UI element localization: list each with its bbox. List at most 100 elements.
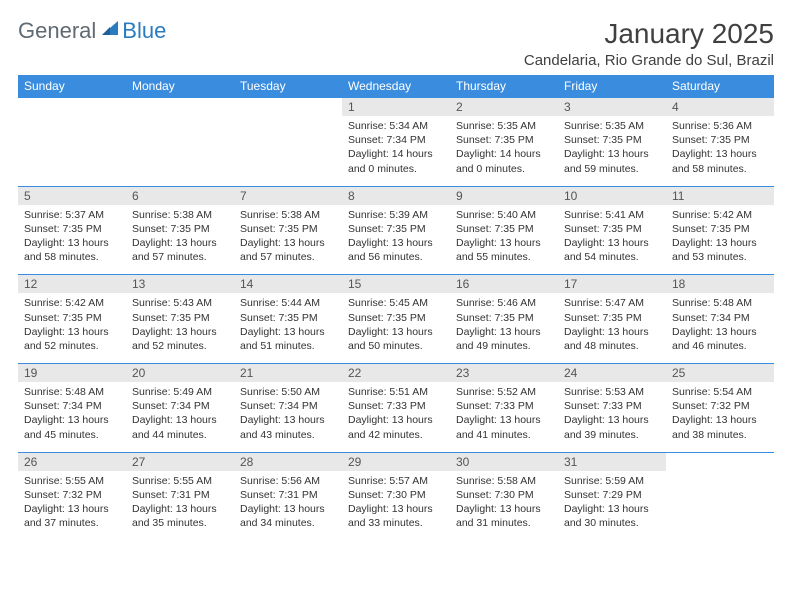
sunrise: Sunrise: 5:38 AM <box>132 208 228 222</box>
header: General Blue January 2025 Candelaria, Ri… <box>18 18 774 69</box>
sunset: Sunset: 7:35 PM <box>24 222 120 236</box>
sunset: Sunset: 7:33 PM <box>564 399 660 413</box>
day-number: 5 <box>18 186 126 205</box>
sunset: Sunset: 7:33 PM <box>348 399 444 413</box>
empty-cell <box>666 452 774 471</box>
day-cell: Sunrise: 5:49 AMSunset: 7:34 PMDaylight:… <box>126 382 234 452</box>
sunrise: Sunrise: 5:34 AM <box>348 119 444 133</box>
daylight: Daylight: 13 hours <box>24 236 120 250</box>
sunrise: Sunrise: 5:35 AM <box>564 119 660 133</box>
daylight: Daylight: 13 hours <box>132 236 228 250</box>
empty-cell <box>126 98 234 117</box>
daylight: and 33 minutes. <box>348 516 444 530</box>
daylight: Daylight: 14 hours <box>348 147 444 161</box>
day-number: 7 <box>234 186 342 205</box>
sunset: Sunset: 7:35 PM <box>24 311 120 325</box>
sunset: Sunset: 7:32 PM <box>24 488 120 502</box>
sunrise: Sunrise: 5:52 AM <box>456 385 552 399</box>
daylight: Daylight: 13 hours <box>348 502 444 516</box>
sunrise: Sunrise: 5:48 AM <box>672 296 768 310</box>
sunset: Sunset: 7:35 PM <box>456 133 552 147</box>
sunrise: Sunrise: 5:48 AM <box>24 385 120 399</box>
daylight: Daylight: 13 hours <box>564 502 660 516</box>
day-cell: Sunrise: 5:46 AMSunset: 7:35 PMDaylight:… <box>450 293 558 363</box>
weekday-header: Sunday <box>18 75 126 98</box>
daylight: and 57 minutes. <box>240 250 336 264</box>
empty-cell <box>18 116 126 186</box>
logo: General Blue <box>18 18 166 44</box>
sunset: Sunset: 7:32 PM <box>672 399 768 413</box>
day-number: 17 <box>558 275 666 294</box>
empty-cell <box>666 471 774 541</box>
daylight: and 52 minutes. <box>132 339 228 353</box>
day-cell: Sunrise: 5:40 AMSunset: 7:35 PMDaylight:… <box>450 205 558 275</box>
daylight: and 38 minutes. <box>672 428 768 442</box>
sunset: Sunset: 7:35 PM <box>132 222 228 236</box>
day-number: 3 <box>558 98 666 117</box>
sunset: Sunset: 7:35 PM <box>564 222 660 236</box>
sunrise: Sunrise: 5:45 AM <box>348 296 444 310</box>
sunset: Sunset: 7:35 PM <box>348 222 444 236</box>
sunset: Sunset: 7:35 PM <box>672 133 768 147</box>
daylight: Daylight: 13 hours <box>240 236 336 250</box>
daylight: Daylight: 13 hours <box>348 325 444 339</box>
day-cell: Sunrise: 5:42 AMSunset: 7:35 PMDaylight:… <box>666 205 774 275</box>
title-block: January 2025 Candelaria, Rio Grande do S… <box>524 18 774 69</box>
day-cell: Sunrise: 5:58 AMSunset: 7:30 PMDaylight:… <box>450 471 558 541</box>
daylight: and 48 minutes. <box>564 339 660 353</box>
sunset: Sunset: 7:31 PM <box>132 488 228 502</box>
logo-sail-icon <box>100 19 120 44</box>
sunset: Sunset: 7:34 PM <box>24 399 120 413</box>
daylight: and 31 minutes. <box>456 516 552 530</box>
daylight: Daylight: 13 hours <box>564 325 660 339</box>
weekday-header: Friday <box>558 75 666 98</box>
daylight: and 55 minutes. <box>456 250 552 264</box>
day-cell: Sunrise: 5:35 AMSunset: 7:35 PMDaylight:… <box>558 116 666 186</box>
sunrise: Sunrise: 5:54 AM <box>672 385 768 399</box>
month-title: January 2025 <box>524 18 774 50</box>
daylight: Daylight: 14 hours <box>456 147 552 161</box>
day-cell: Sunrise: 5:51 AMSunset: 7:33 PMDaylight:… <box>342 382 450 452</box>
daylight: Daylight: 13 hours <box>672 147 768 161</box>
day-number: 25 <box>666 364 774 383</box>
weekday-header: Monday <box>126 75 234 98</box>
day-cell: Sunrise: 5:42 AMSunset: 7:35 PMDaylight:… <box>18 293 126 363</box>
day-cell: Sunrise: 5:45 AMSunset: 7:35 PMDaylight:… <box>342 293 450 363</box>
sunset: Sunset: 7:34 PM <box>672 311 768 325</box>
daylight: Daylight: 13 hours <box>456 502 552 516</box>
daylight: Daylight: 13 hours <box>672 236 768 250</box>
sunset: Sunset: 7:35 PM <box>564 133 660 147</box>
daylight: and 42 minutes. <box>348 428 444 442</box>
daylight: and 57 minutes. <box>132 250 228 264</box>
sunrise: Sunrise: 5:42 AM <box>672 208 768 222</box>
empty-cell <box>126 116 234 186</box>
sunrise: Sunrise: 5:59 AM <box>564 474 660 488</box>
day-number: 18 <box>666 275 774 294</box>
day-number: 12 <box>18 275 126 294</box>
day-cell: Sunrise: 5:35 AMSunset: 7:35 PMDaylight:… <box>450 116 558 186</box>
weekday-header-row: Sunday Monday Tuesday Wednesday Thursday… <box>18 75 774 98</box>
sunrise: Sunrise: 5:46 AM <box>456 296 552 310</box>
day-number: 27 <box>126 452 234 471</box>
daylight: and 44 minutes. <box>132 428 228 442</box>
day-number: 10 <box>558 186 666 205</box>
detail-row: Sunrise: 5:55 AMSunset: 7:32 PMDaylight:… <box>18 471 774 541</box>
day-number: 20 <box>126 364 234 383</box>
sunrise: Sunrise: 5:41 AM <box>564 208 660 222</box>
calendar-page: General Blue January 2025 Candelaria, Ri… <box>0 0 792 541</box>
day-cell: Sunrise: 5:34 AMSunset: 7:34 PMDaylight:… <box>342 116 450 186</box>
daylight: Daylight: 13 hours <box>132 413 228 427</box>
daylight: and 49 minutes. <box>456 339 552 353</box>
day-number: 2 <box>450 98 558 117</box>
detail-row: Sunrise: 5:42 AMSunset: 7:35 PMDaylight:… <box>18 293 774 363</box>
daylight: Daylight: 13 hours <box>564 147 660 161</box>
weekday-header: Thursday <box>450 75 558 98</box>
weekday-header: Wednesday <box>342 75 450 98</box>
day-cell: Sunrise: 5:48 AMSunset: 7:34 PMDaylight:… <box>666 293 774 363</box>
weekday-header: Saturday <box>666 75 774 98</box>
sunset: Sunset: 7:29 PM <box>564 488 660 502</box>
sunset: Sunset: 7:35 PM <box>672 222 768 236</box>
day-cell: Sunrise: 5:55 AMSunset: 7:31 PMDaylight:… <box>126 471 234 541</box>
sunset: Sunset: 7:35 PM <box>348 311 444 325</box>
empty-cell <box>234 98 342 117</box>
